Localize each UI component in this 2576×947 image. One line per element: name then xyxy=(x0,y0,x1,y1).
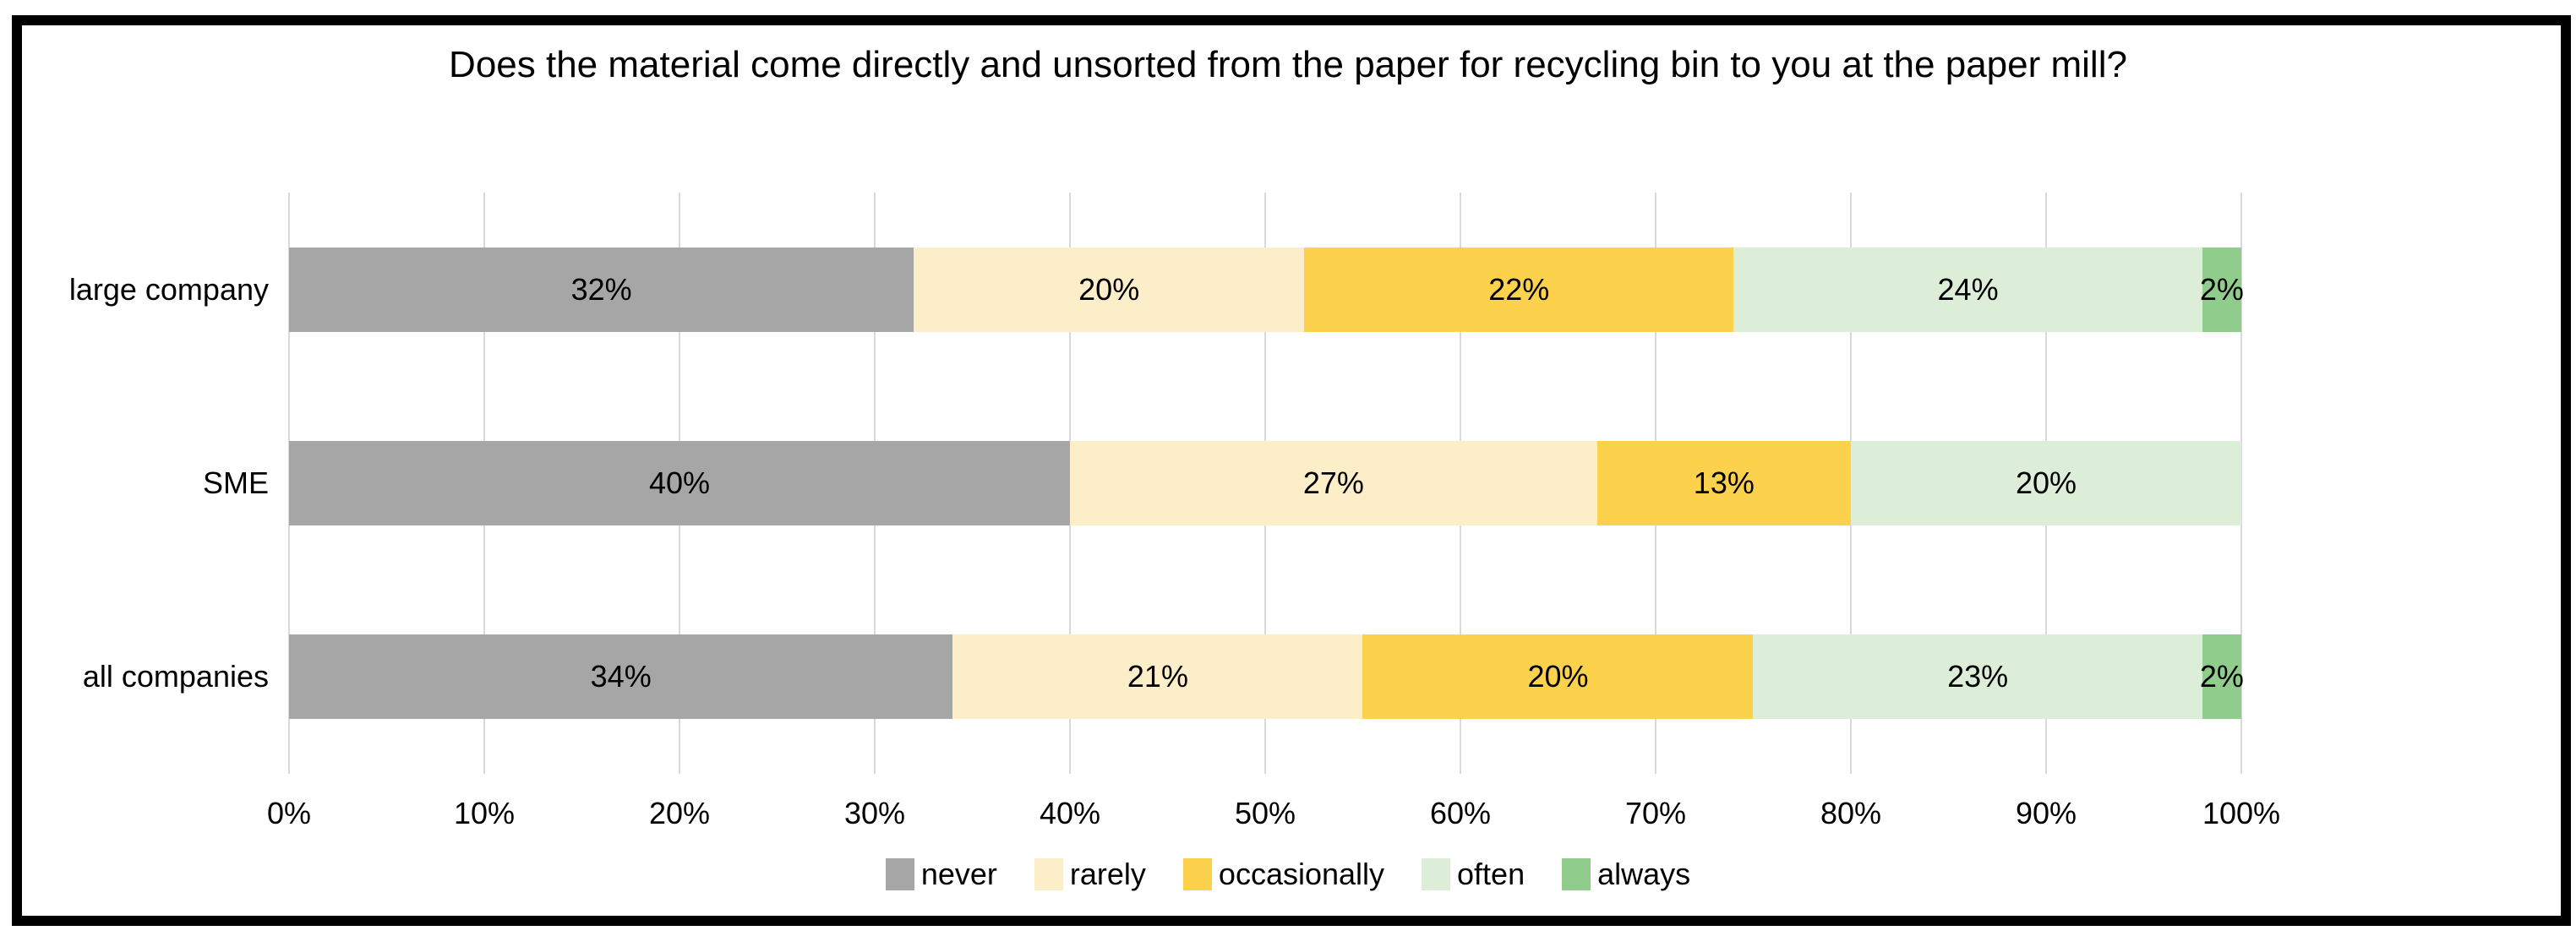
bar-segment-never: 32% xyxy=(289,247,914,332)
x-axis-tick: 100% xyxy=(2202,796,2281,830)
legend-label: always xyxy=(1597,857,1691,891)
x-axis-tick: 90% xyxy=(2015,796,2077,830)
chart-title: Does the material come directly and unso… xyxy=(449,44,2127,85)
x-axis: 0% 10% 20% 30% 40% 50% 60% 70% 80% 90% 100% xyxy=(267,796,2280,838)
category-label: SME xyxy=(202,465,269,500)
category-label: all companies xyxy=(82,659,269,694)
segment-value-label: 40% xyxy=(648,465,711,500)
x-axis-tick: 30% xyxy=(843,796,906,830)
segment-value-label: 34% xyxy=(590,659,652,694)
bar-segment-rarely: 27% xyxy=(1070,440,1597,525)
legend-item: never xyxy=(885,857,997,892)
legend-item: occasionally xyxy=(1182,857,1385,892)
segment-value-label: 13% xyxy=(1693,465,1755,500)
segment-value-label: 20% xyxy=(1078,271,1140,307)
bar-segment-always: 2% xyxy=(2199,634,2244,720)
bar-row: all companies 34% 21% 20% 23% 2% xyxy=(83,580,2244,774)
bar: 32% 20% 22% 24% 2% xyxy=(289,247,2244,332)
bar-segment-never: 34% xyxy=(289,634,953,720)
legend-label: never xyxy=(920,857,997,891)
x-axis-tick: 50% xyxy=(1234,796,1296,830)
x-axis-tick: 80% xyxy=(1820,796,1882,830)
x-axis-tick: 60% xyxy=(1429,796,1492,830)
bar: 40% 27% 13% 20% xyxy=(289,440,2241,525)
bar-segment-often: 20% xyxy=(1850,440,2241,525)
bar-row: SME 40% 27% 13% 20% xyxy=(203,386,2241,580)
legend: never rarely occasionally often always xyxy=(0,857,2576,892)
bar-segment-never: 40% xyxy=(289,440,1070,525)
legend-swatch xyxy=(1422,858,1451,890)
category-label: large company xyxy=(68,271,269,307)
gridline xyxy=(2240,193,2242,774)
x-axis-tick: 40% xyxy=(1039,796,1101,830)
legend-swatch xyxy=(1182,858,1212,890)
bar-segment-always: 2% xyxy=(2199,247,2244,332)
bar-segment-occasionally: 22% xyxy=(1304,247,1734,332)
segment-value-label: 2% xyxy=(2199,271,2244,307)
bar-segment-often: 23% xyxy=(1753,634,2202,720)
bar-segment-occasionally: 20% xyxy=(1362,634,1754,720)
segment-value-label: 20% xyxy=(2015,465,2077,500)
bar-segment-occasionally: 13% xyxy=(1596,440,1851,525)
plot-area: large company 32% 20% 22% 24% 2% SME 40% 27% 13% 2… xyxy=(69,193,2244,774)
segment-value-label: 24% xyxy=(1937,271,1999,307)
segment-value-label: 21% xyxy=(1127,659,1188,694)
legend-item: often xyxy=(1422,857,1525,892)
segment-value-label: 22% xyxy=(1488,271,1550,307)
x-axis-tick: 70% xyxy=(1624,796,1687,830)
segment-value-label: 2% xyxy=(2199,659,2244,694)
x-axis-tick: 20% xyxy=(648,796,711,830)
legend-label: occasionally xyxy=(1218,857,1385,891)
bar-row: large company 32% 20% 22% 24% 2% xyxy=(69,193,2244,386)
bar-segment-rarely: 20% xyxy=(914,247,1305,332)
legend-swatch xyxy=(1034,858,1063,890)
legend-label: rarely xyxy=(1069,857,1146,891)
segment-value-label: 20% xyxy=(1527,659,1589,694)
x-axis-tick: 0% xyxy=(266,796,312,830)
bar-segment-often: 24% xyxy=(1733,247,2202,332)
legend-swatch xyxy=(885,858,914,890)
x-axis-tick: 10% xyxy=(453,796,516,830)
segment-value-label: 32% xyxy=(570,271,632,307)
bar: 34% 21% 20% 23% 2% xyxy=(289,634,2244,720)
legend-label: often xyxy=(1457,857,1525,891)
legend-item: always xyxy=(1562,857,1690,892)
segment-value-label: 23% xyxy=(1947,659,2009,694)
segment-value-label: 27% xyxy=(1302,465,1364,500)
legend-swatch xyxy=(1562,858,1591,890)
legend-item: rarely xyxy=(1034,857,1146,892)
bar-segment-rarely: 21% xyxy=(952,634,1363,720)
